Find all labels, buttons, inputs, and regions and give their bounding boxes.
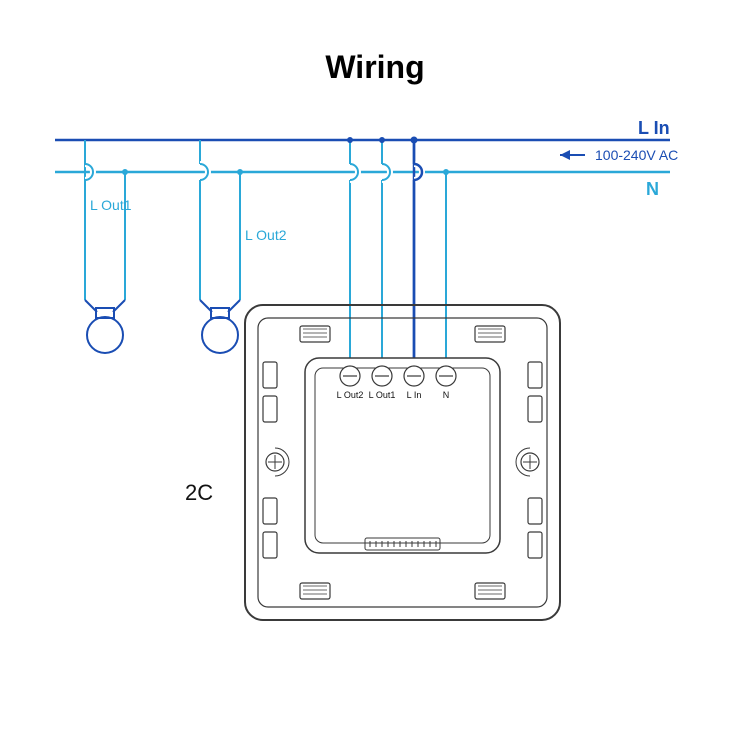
l-in-label: L In: [638, 118, 670, 138]
svg-text:L In: L In: [407, 390, 422, 400]
svg-text:L Out1: L Out1: [369, 390, 396, 400]
bulb-1-icon: [85, 300, 125, 353]
wiring-diagram: Wiring L In N 100-240V AC L Out1: [0, 0, 750, 750]
bulb-2-icon: [200, 300, 240, 353]
n-label: N: [646, 179, 659, 199]
inner-module: [305, 358, 500, 553]
svg-text:L Out2: L Out2: [337, 390, 364, 400]
model-label: 2C: [185, 480, 213, 505]
device-feed-wires: [347, 137, 449, 361]
voltage-label: 100-240V AC: [595, 147, 678, 163]
diagram-title: Wiring: [325, 49, 424, 85]
main-wires: [55, 140, 670, 172]
l-out1-label: L Out1: [90, 197, 132, 213]
svg-text:N: N: [443, 390, 450, 400]
l-out2-label: L Out2: [245, 227, 287, 243]
